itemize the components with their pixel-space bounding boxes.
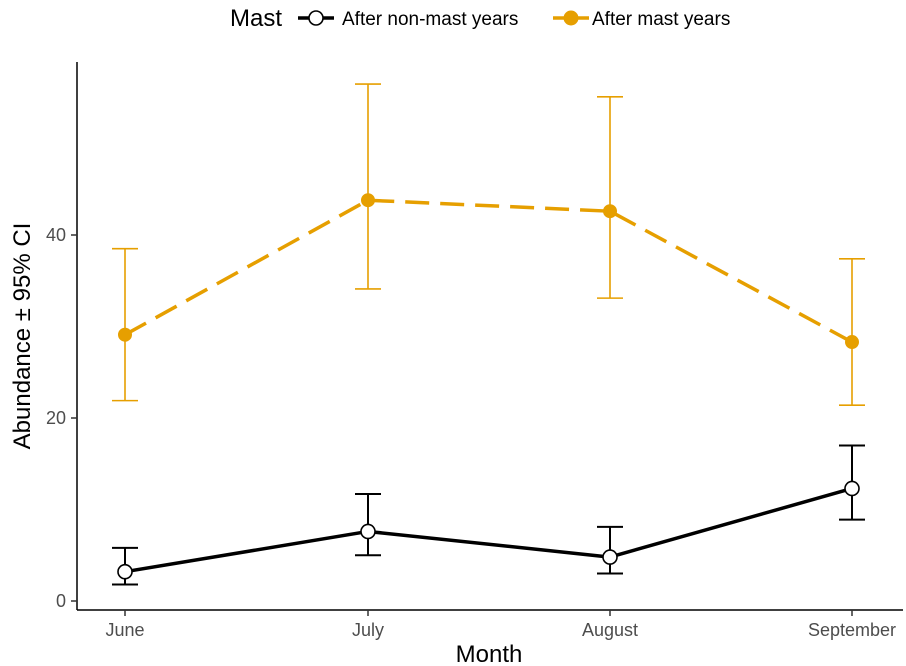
series-line-after-mast-years bbox=[124, 198, 853, 344]
point-after-non-mast-years-july bbox=[360, 523, 376, 540]
x-tick-label-august: August bbox=[582, 620, 638, 640]
x-axis-title: Month bbox=[456, 641, 523, 666]
error-bar-after-mast-years-june bbox=[112, 247, 138, 402]
legend: Mast After non-mast years After mast yea… bbox=[230, 5, 730, 32]
point-after-mast-years-august bbox=[603, 204, 617, 219]
point-after-mast-years-september bbox=[845, 335, 859, 350]
point-after-non-mast-years-september bbox=[844, 480, 860, 497]
legend-marker-after-mast-years bbox=[563, 10, 579, 26]
x-tick-label-june: June bbox=[105, 620, 144, 640]
y-tick-label-0: 0 bbox=[56, 591, 66, 611]
point-after-non-mast-years-june bbox=[117, 563, 133, 580]
y-axis-title: Abundance ± 95% CI bbox=[9, 223, 36, 450]
legend-marker-after-non-mast-years bbox=[308, 10, 324, 26]
error-bar-after-mast-years-september bbox=[839, 257, 865, 406]
legend-title: Mast bbox=[230, 5, 282, 32]
legend-label-after-non-mast-years: After non-mast years bbox=[342, 9, 518, 30]
point-after-non-mast-years-august bbox=[602, 549, 618, 565]
x-axis-ticks: June July August September bbox=[105, 610, 896, 640]
error-bar-after-mast-years-july bbox=[355, 83, 381, 290]
legend-item-after-mast-years: After mast years bbox=[553, 9, 730, 30]
series-line-after-non-mast-years bbox=[124, 486, 853, 574]
y-axis-ticks: 0 20 40 bbox=[46, 225, 77, 611]
series-after-non-mast-years bbox=[112, 444, 865, 586]
y-tick-label-20: 20 bbox=[46, 408, 66, 428]
y-tick-label-40: 40 bbox=[46, 225, 66, 245]
x-tick-label-september: September bbox=[808, 620, 896, 640]
error-bar-after-mast-years-august bbox=[597, 96, 623, 299]
point-after-mast-years-july bbox=[361, 193, 375, 208]
series-after-mast-years bbox=[112, 83, 865, 406]
legend-label-after-mast-years: After mast years bbox=[592, 9, 730, 30]
point-after-mast-years-june bbox=[118, 327, 132, 342]
plot-area bbox=[112, 83, 865, 586]
x-tick-label-july: July bbox=[352, 620, 384, 640]
legend-item-after-non-mast-years: After non-mast years bbox=[298, 9, 518, 30]
